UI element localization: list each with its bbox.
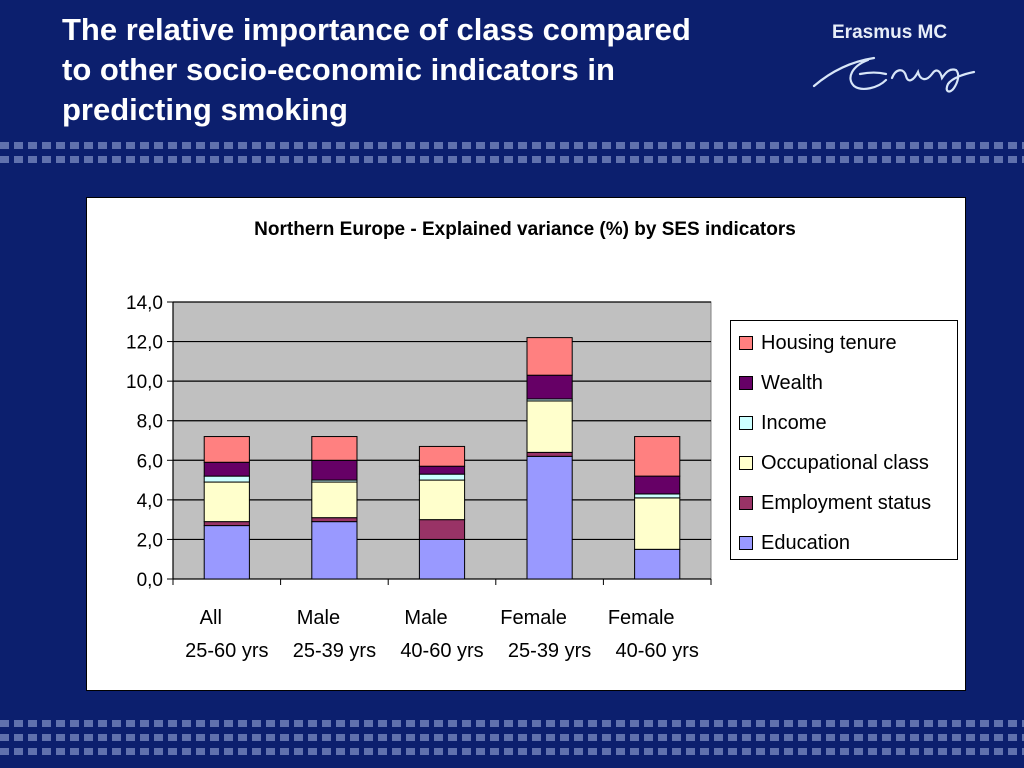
bar-occupational-class <box>203 481 250 523</box>
legend-swatch <box>739 336 753 350</box>
y-tick-label: 4,0 <box>137 491 163 512</box>
legend-swatch <box>739 496 753 510</box>
legend-label: Employment status <box>761 491 932 514</box>
legend-label: Wealth <box>761 371 823 394</box>
y-tick-label: 2,0 <box>137 530 163 551</box>
bar-education <box>311 521 358 580</box>
bar-education <box>634 548 681 580</box>
bar-wealth <box>203 461 250 477</box>
x-tick-label-range: 25-39 yrs <box>293 640 376 662</box>
bar-income <box>634 493 681 499</box>
stacked-bar-chart: Northern Europe - Explained variance (%)… <box>126 219 796 662</box>
bar-housing-tenure <box>203 436 250 463</box>
bar-income <box>203 475 250 483</box>
bar-housing-tenure <box>526 337 573 376</box>
bar-housing-tenure <box>418 445 466 467</box>
x-tick-label: Female <box>608 607 675 629</box>
bar-occupational-class <box>634 497 681 550</box>
bar-wealth <box>634 475 681 495</box>
logo-text: Erasmus MC <box>832 22 948 43</box>
bar-wealth <box>418 465 466 475</box>
legend-item: Housing tenure <box>739 331 897 355</box>
y-tick-label: 14,0 <box>126 293 163 314</box>
x-tick-label-range: 40-60 yrs <box>616 640 699 662</box>
x-tick-label: All <box>200 607 222 629</box>
y-tick-label: 0,0 <box>137 570 163 591</box>
bar-occupational-class <box>526 400 573 453</box>
legend-item: Employment status <box>739 491 931 515</box>
y-tick-label: 8,0 <box>137 412 163 433</box>
bar-wealth <box>526 374 573 400</box>
slide-title-line-2: to other socio-economic indicators in <box>62 52 615 87</box>
legend-label: Income <box>761 411 827 434</box>
dotted-band-top <box>0 142 1024 170</box>
bar-occupational-class <box>418 479 466 521</box>
bar-wealth <box>311 459 358 481</box>
legend-item: Income <box>739 411 827 435</box>
x-tick-label: Male <box>297 607 340 629</box>
legend-swatch <box>739 536 753 550</box>
y-tick-label: 6,0 <box>137 451 163 472</box>
chart-panel: Northern Europe - Explained variance (%)… <box>86 197 966 691</box>
chart-legend: Housing tenure Wealth Income Occupational c… <box>730 320 958 560</box>
bar-education <box>203 525 250 580</box>
bar-housing-tenure <box>311 436 358 461</box>
legend-swatch <box>739 416 753 430</box>
erasmus-mc-logo: Erasmus MC <box>808 18 988 100</box>
bar-employment-status <box>526 451 573 457</box>
y-tick-label: 10,0 <box>126 372 163 393</box>
slide-title-line-1: The relative importance of class compare… <box>62 12 691 47</box>
x-tick-label-range: 25-60 yrs <box>185 640 268 662</box>
bar-housing-tenure <box>634 436 681 477</box>
legend-swatch <box>739 456 753 470</box>
bar-education <box>526 455 573 580</box>
legend-item: Occupational class <box>739 451 929 475</box>
bar-employment-status <box>203 521 250 527</box>
slide-title-line-3: predicting smoking <box>62 92 348 127</box>
x-tick-label: Female <box>500 607 567 629</box>
dotted-band-bottom <box>0 720 1024 755</box>
legend-label: Housing tenure <box>761 331 897 354</box>
legend-item: Wealth <box>739 371 823 395</box>
x-tick-label-range: 40-60 yrs <box>400 640 483 662</box>
chart-title: Northern Europe - Explained variance (%)… <box>254 219 796 240</box>
bar-employment-status <box>311 517 358 523</box>
bar-employment-status <box>418 519 466 540</box>
legend-item: Education <box>739 531 850 555</box>
y-tick-label: 12,0 <box>126 333 163 354</box>
legend-label: Education <box>761 531 850 554</box>
x-tick-label: Male <box>404 607 447 629</box>
bar-income <box>418 473 466 481</box>
legend-label: Occupational class <box>761 451 929 474</box>
bar-education <box>418 538 466 580</box>
legend-swatch <box>739 376 753 390</box>
x-tick-label-range: 25-39 yrs <box>508 640 591 662</box>
logo-signature-icon <box>812 56 976 93</box>
bar-occupational-class <box>311 481 358 519</box>
slide-title: The relative importance of class compare… <box>62 10 782 130</box>
